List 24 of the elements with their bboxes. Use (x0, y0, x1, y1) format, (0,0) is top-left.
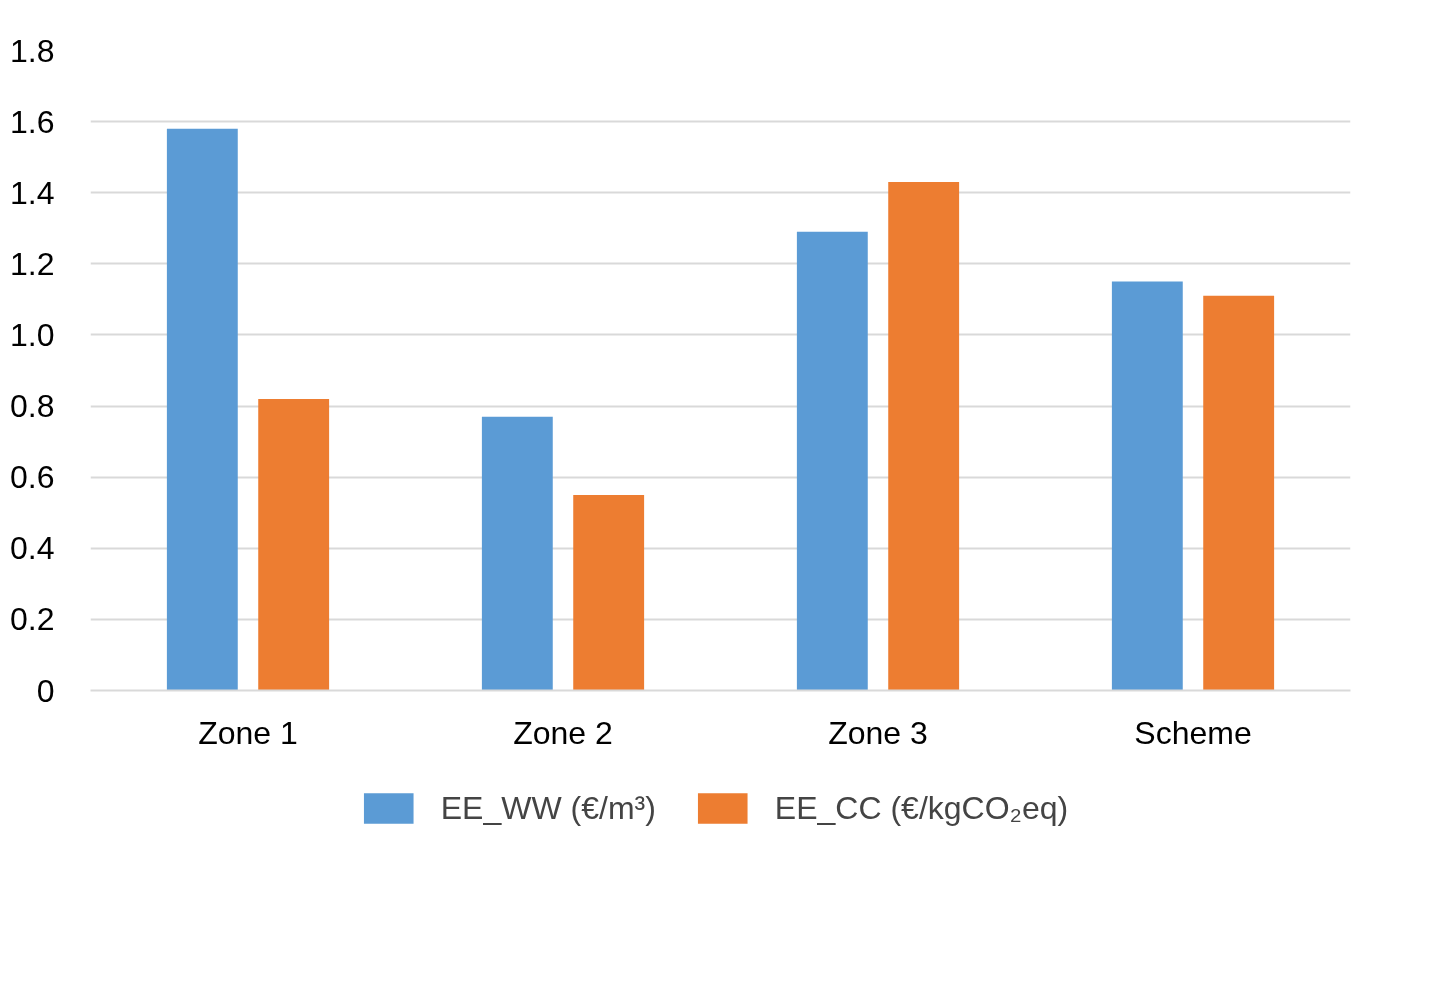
x-tick-label: Scheme (1134, 714, 1252, 751)
y-tick-label: 0.4 (10, 530, 55, 567)
y-tick-label: 1.8 (10, 32, 55, 69)
legend-label: EE_CC (€/kgCO₂eq) (774, 789, 1069, 827)
legend-label: EE_WW (€/m³) (440, 789, 656, 827)
y-tick-label: 1.2 (10, 245, 55, 282)
bar (258, 398, 330, 691)
bar (1203, 295, 1275, 691)
x-tick-label: Zone 1 (198, 714, 298, 751)
y-tick-label: 1.6 (10, 103, 55, 140)
x-tick-label: Zone 3 (828, 714, 928, 751)
bar (1111, 281, 1183, 691)
y-tick-label: 0 (36, 672, 55, 709)
bar (166, 128, 238, 691)
bar (888, 182, 960, 691)
y-tick-label: 0.6 (10, 459, 55, 496)
y-tick-label: 0.2 (10, 601, 55, 638)
y-tick-label: 0.8 (10, 388, 55, 425)
y-tick-label: 1.0 (10, 316, 55, 353)
x-tick-label: Zone 2 (513, 714, 613, 751)
bar (481, 416, 553, 691)
bar (796, 231, 868, 691)
bar (573, 494, 645, 691)
y-tick-label: 1.4 (10, 174, 55, 211)
